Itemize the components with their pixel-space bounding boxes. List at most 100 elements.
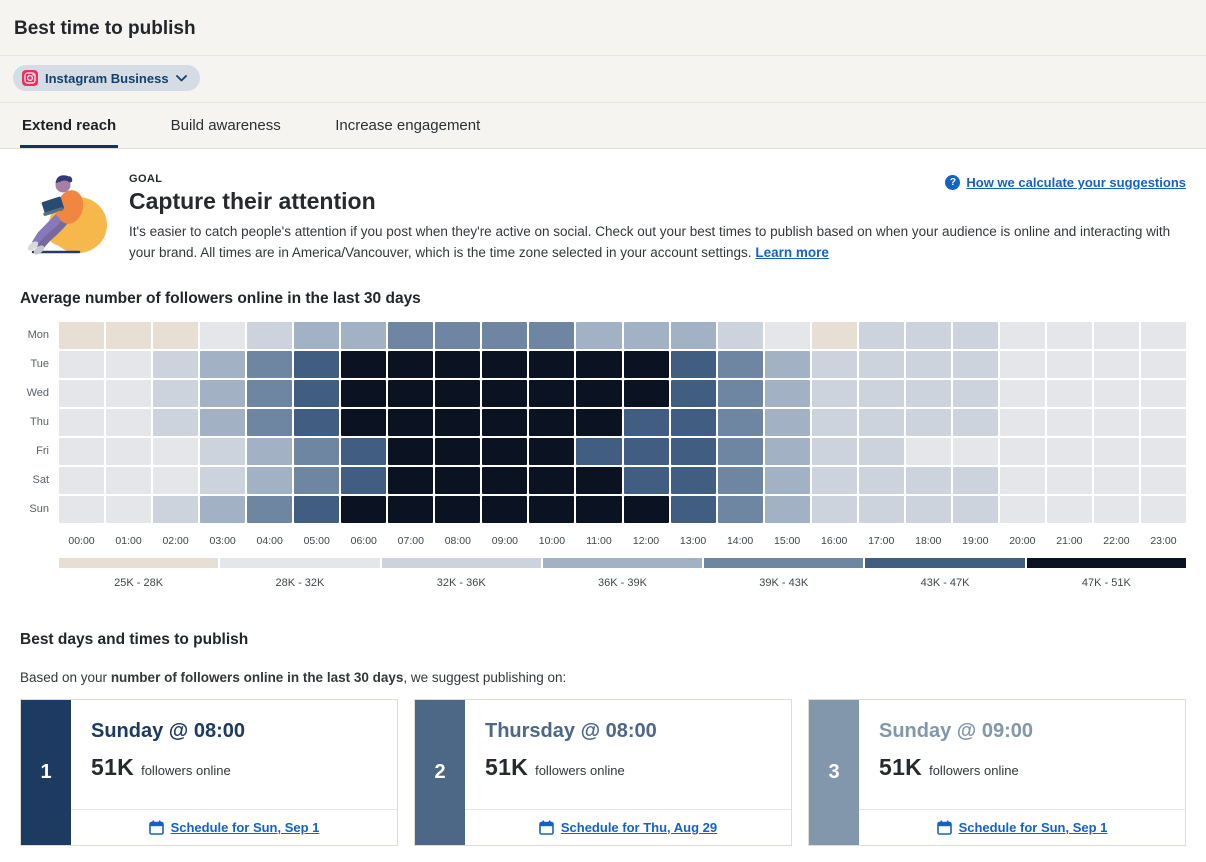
heatmap-cell bbox=[388, 495, 434, 523]
calendar-icon bbox=[539, 820, 554, 835]
heatmap-cell bbox=[858, 408, 904, 436]
schedule-link-label: Schedule for Sun, Sep 1 bbox=[170, 819, 320, 835]
heatmap-cell bbox=[106, 495, 152, 523]
heatmap-cell bbox=[200, 466, 246, 494]
heatmap-cell bbox=[341, 379, 387, 407]
heatmap-cell bbox=[153, 408, 199, 436]
heatmap-cell bbox=[294, 408, 340, 436]
schedule-link-label: Schedule for Sun, Sep 1 bbox=[958, 819, 1108, 835]
heatmap-cell bbox=[59, 379, 105, 407]
heatmap-cell bbox=[764, 437, 810, 465]
followers-count: 51K bbox=[91, 753, 135, 780]
heatmap-cell bbox=[623, 379, 669, 407]
heatmap-cell bbox=[341, 437, 387, 465]
schedule-link[interactable]: Schedule for Thu, Aug 29 bbox=[539, 820, 717, 835]
heatmap-cell bbox=[858, 466, 904, 494]
heatmap-cell bbox=[106, 321, 152, 349]
heatmap-cell bbox=[576, 379, 622, 407]
heatmap-cell bbox=[952, 408, 998, 436]
followers-count: 51K bbox=[485, 753, 529, 780]
heatmap-cell bbox=[482, 379, 528, 407]
followers-metric: 51K followers online bbox=[879, 754, 1165, 781]
heatmap-cell bbox=[717, 437, 763, 465]
heatmap-cell bbox=[1046, 379, 1092, 407]
tab-increase-engagement[interactable]: Increase engagement bbox=[335, 117, 481, 134]
heatmap-cell bbox=[153, 495, 199, 523]
card-main: Thursday @ 08:00 51K followers online bbox=[465, 700, 791, 809]
card-body: Sunday @ 08:00 51K followers online bbox=[71, 700, 397, 845]
heatmap-cell bbox=[858, 379, 904, 407]
heatmap-cell bbox=[435, 408, 481, 436]
legend-swatch bbox=[381, 557, 541, 568]
heatmap-cell bbox=[1140, 321, 1186, 349]
heatmap-cell bbox=[764, 379, 810, 407]
card-footer: Schedule for Sun, Sep 1 bbox=[71, 808, 397, 845]
card-title: Sunday @ 08:00 bbox=[91, 719, 246, 742]
legend-segment: 43K - 47K bbox=[865, 557, 1025, 589]
suggestion-cards: 1 Sunday @ 08:00 51K followers online bbox=[20, 698, 1186, 846]
goal-section: GOAL Capture their attention It's easier… bbox=[20, 169, 1186, 264]
heatmap-cell bbox=[529, 350, 575, 378]
card-title: Thursday @ 08:00 bbox=[485, 719, 657, 742]
legend-segment: 25K - 28K bbox=[59, 557, 219, 589]
card-main: Sunday @ 09:00 51K followers online bbox=[859, 700, 1185, 809]
legend-segment: 36K - 39K bbox=[542, 557, 703, 589]
heatmap-cell bbox=[999, 321, 1045, 349]
heatmap-cell bbox=[1046, 350, 1092, 378]
how-we-calculate-link[interactable]: How we calculate your suggestions bbox=[966, 175, 1186, 190]
goal-tab-bar: Extend reach Build awareness Increase en… bbox=[0, 103, 1206, 149]
heatmap-cell bbox=[529, 379, 575, 407]
hour-label: 03:00 bbox=[209, 534, 236, 547]
heatmap-cell bbox=[670, 408, 716, 436]
heatmap-cell bbox=[1046, 466, 1092, 494]
heatmap-cell bbox=[388, 379, 434, 407]
day-label: Sun bbox=[29, 503, 49, 516]
suggestions-intro: Based on your number of followers online… bbox=[20, 670, 1186, 685]
hour-label: 21:00 bbox=[1056, 534, 1083, 547]
card-footer: Schedule for Sun, Sep 1 bbox=[859, 808, 1185, 845]
heatmap-cell bbox=[623, 495, 669, 523]
legend-swatch bbox=[220, 557, 380, 568]
heatmap-cell bbox=[153, 350, 199, 378]
heatmap-cell bbox=[200, 408, 246, 436]
tab-build-awareness[interactable]: Build awareness bbox=[170, 117, 281, 134]
schedule-link[interactable]: Schedule for Sun, Sep 1 bbox=[936, 819, 1108, 835]
heatmap-cell bbox=[717, 321, 763, 349]
heatmap-cell bbox=[294, 466, 340, 494]
hour-label: 13:00 bbox=[679, 534, 707, 547]
heatmap-cell bbox=[952, 466, 998, 494]
tab-extend-reach[interactable]: Extend reach bbox=[20, 103, 119, 148]
heatmap-cell bbox=[999, 379, 1045, 407]
heatmap-cell bbox=[670, 321, 716, 349]
learn-more-link[interactable]: Learn more bbox=[755, 244, 829, 260]
main-content: GOAL Capture their attention It's easier… bbox=[0, 149, 1206, 862]
heatmap-cell bbox=[1093, 495, 1139, 523]
day-label: Mon bbox=[27, 329, 49, 342]
legend-label: 32K - 36K bbox=[436, 576, 486, 589]
heatmap-cell bbox=[435, 437, 481, 465]
schedule-link-label: Schedule for Thu, Aug 29 bbox=[560, 819, 718, 835]
account-selector-pill[interactable]: Instagram Business bbox=[13, 65, 200, 91]
heatmap-cell bbox=[717, 495, 763, 523]
schedule-link[interactable]: Schedule for Sun, Sep 1 bbox=[148, 819, 320, 835]
hour-label: 09:00 bbox=[491, 534, 519, 547]
heatmap-cell bbox=[952, 437, 998, 465]
heatmap-cell bbox=[623, 408, 669, 436]
heatmap-cell bbox=[106, 379, 152, 407]
heatmap-cell bbox=[952, 350, 998, 378]
hour-label: 01:00 bbox=[115, 534, 142, 547]
heatmap-cell bbox=[858, 321, 904, 349]
heatmap-cell bbox=[764, 495, 810, 523]
heatmap-cell bbox=[811, 321, 857, 349]
question-circle-icon: ? bbox=[945, 175, 961, 190]
heatmap-cell bbox=[905, 466, 951, 494]
heatmap-cell bbox=[999, 350, 1045, 378]
heatmap-cell bbox=[1140, 350, 1186, 378]
followers-metric: 51K followers online bbox=[485, 754, 771, 781]
heatmap-cell bbox=[858, 495, 904, 523]
heatmap-cell bbox=[435, 379, 481, 407]
heatmap-cell bbox=[623, 437, 669, 465]
heatmap-cell bbox=[999, 495, 1045, 523]
chevron-down-icon bbox=[175, 74, 187, 81]
heatmap-cell bbox=[435, 350, 481, 378]
